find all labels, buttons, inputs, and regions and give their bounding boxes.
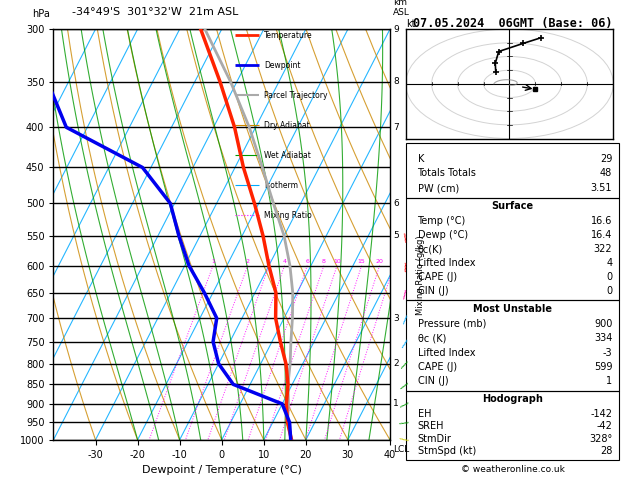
Text: 0: 0 xyxy=(606,286,612,296)
Text: 6: 6 xyxy=(393,199,399,208)
Text: Lifted Index: Lifted Index xyxy=(418,347,475,358)
Text: 07.05.2024  06GMT (Base: 06): 07.05.2024 06GMT (Base: 06) xyxy=(413,17,613,30)
Text: \: \ xyxy=(401,419,411,425)
Text: LCL: LCL xyxy=(393,445,409,454)
Text: Hodograph: Hodograph xyxy=(482,394,543,404)
Text: Mixing Ratio (g/kg): Mixing Ratio (g/kg) xyxy=(416,236,425,315)
Text: 3: 3 xyxy=(267,259,271,263)
Text: CIN (J): CIN (J) xyxy=(418,286,448,296)
Text: 16.4: 16.4 xyxy=(591,230,612,240)
Text: © weatheronline.co.uk: © weatheronline.co.uk xyxy=(460,465,565,474)
Text: 48: 48 xyxy=(600,169,612,178)
Bar xyxy=(406,391,619,460)
Text: Temperature: Temperature xyxy=(264,31,313,40)
Text: Wet Adiabat: Wet Adiabat xyxy=(264,151,311,160)
Text: 25: 25 xyxy=(390,259,398,263)
Text: 2: 2 xyxy=(246,259,250,263)
Text: 334: 334 xyxy=(594,333,612,343)
Text: Dewpoint: Dewpoint xyxy=(264,61,300,70)
Text: EH: EH xyxy=(418,409,431,418)
Text: CAPE (J): CAPE (J) xyxy=(418,272,457,282)
Text: Totals Totals: Totals Totals xyxy=(418,169,476,178)
Text: 4: 4 xyxy=(282,259,287,263)
Text: 1: 1 xyxy=(606,376,612,386)
Text: \: \ xyxy=(401,360,411,368)
Text: Most Unstable: Most Unstable xyxy=(473,304,552,314)
Text: Surface: Surface xyxy=(492,201,533,211)
Text: 6: 6 xyxy=(305,259,309,263)
Text: \: \ xyxy=(401,401,411,407)
Text: 29: 29 xyxy=(600,154,612,164)
Text: CAPE (J): CAPE (J) xyxy=(418,362,457,372)
Text: \: \ xyxy=(401,436,411,444)
Bar xyxy=(406,300,619,391)
Text: 8: 8 xyxy=(322,259,326,263)
Text: θᴄ(K): θᴄ(K) xyxy=(418,244,443,254)
Text: hPa: hPa xyxy=(33,9,50,19)
X-axis label: Dewpoint / Temperature (°C): Dewpoint / Temperature (°C) xyxy=(142,465,302,475)
Text: 599: 599 xyxy=(594,362,612,372)
Text: Pressure (mb): Pressure (mb) xyxy=(418,319,486,329)
Text: 20: 20 xyxy=(376,259,384,263)
Text: θᴄ (K): θᴄ (K) xyxy=(418,333,446,343)
Text: -3: -3 xyxy=(603,347,612,358)
Text: 900: 900 xyxy=(594,319,612,329)
Bar xyxy=(406,143,619,198)
Text: 28: 28 xyxy=(600,446,612,456)
Text: 7: 7 xyxy=(393,123,399,132)
Text: Parcel Trajectory: Parcel Trajectory xyxy=(264,91,327,100)
Text: StmDir: StmDir xyxy=(418,434,452,444)
Text: Dry Adiabat: Dry Adiabat xyxy=(264,121,309,130)
Text: -142: -142 xyxy=(590,409,612,418)
Text: 9: 9 xyxy=(393,25,399,34)
Text: 328°: 328° xyxy=(589,434,612,444)
Text: 8: 8 xyxy=(393,77,399,86)
Text: \: \ xyxy=(401,337,411,347)
Text: StmSpd (kt): StmSpd (kt) xyxy=(418,446,476,456)
Text: 1: 1 xyxy=(393,399,399,408)
Text: -34°49'S  301°32'W  21m ASL: -34°49'S 301°32'W 21m ASL xyxy=(72,7,239,17)
Text: CIN (J): CIN (J) xyxy=(418,376,448,386)
Text: K: K xyxy=(418,154,424,164)
Text: 4: 4 xyxy=(606,258,612,268)
Text: 15: 15 xyxy=(358,259,365,263)
Text: \: \ xyxy=(401,288,410,298)
Text: 16.6: 16.6 xyxy=(591,216,612,226)
Text: 0: 0 xyxy=(606,272,612,282)
Text: 10: 10 xyxy=(333,259,341,263)
Text: -42: -42 xyxy=(596,421,612,431)
Text: Temp (°C): Temp (°C) xyxy=(418,216,466,226)
Text: \: \ xyxy=(401,313,410,323)
Text: 3.51: 3.51 xyxy=(591,183,612,193)
Text: 1: 1 xyxy=(211,259,215,263)
Text: SREH: SREH xyxy=(418,421,444,431)
Text: \: \ xyxy=(401,381,411,388)
Text: \: \ xyxy=(403,231,408,241)
Text: km
ASL: km ASL xyxy=(393,0,410,17)
Text: kt: kt xyxy=(406,19,415,29)
Text: 3: 3 xyxy=(393,313,399,323)
Text: Isotherm: Isotherm xyxy=(264,181,298,190)
Bar xyxy=(406,198,619,300)
Text: Mixing Ratio: Mixing Ratio xyxy=(264,211,311,220)
Text: 5: 5 xyxy=(393,231,399,241)
Text: 322: 322 xyxy=(594,244,612,254)
Text: PW (cm): PW (cm) xyxy=(418,183,459,193)
Text: \: \ xyxy=(402,260,409,271)
Text: 2: 2 xyxy=(393,359,399,368)
Text: Dewp (°C): Dewp (°C) xyxy=(418,230,467,240)
Text: Lifted Index: Lifted Index xyxy=(418,258,475,268)
